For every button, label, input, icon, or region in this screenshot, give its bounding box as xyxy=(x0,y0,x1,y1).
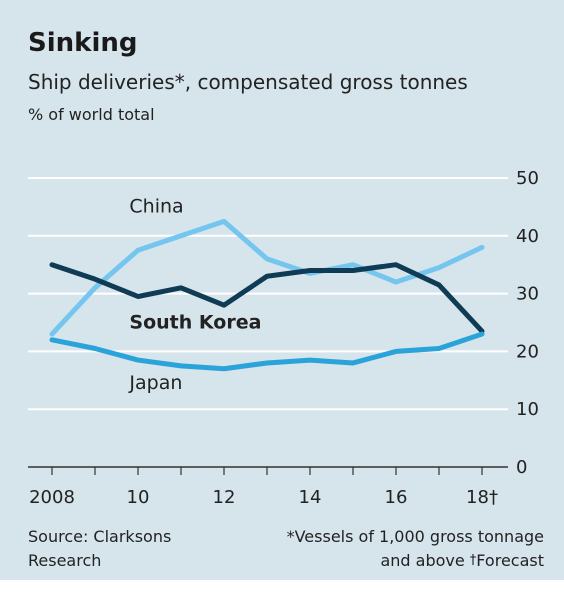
chart-panel: Sinking Ship deliveries*, compensated gr… xyxy=(0,0,564,580)
series-label-china: China xyxy=(129,196,183,218)
forecast-word: Forecast xyxy=(476,551,544,570)
x-tick-label-2008: 2008 xyxy=(29,487,75,508)
y-tick-label-50: 50 xyxy=(516,168,539,189)
footnote-line-1: *Vessels of 1,000 gross tonnage xyxy=(286,527,544,546)
series-line-japan xyxy=(49,331,485,372)
x-tick-label-2018: 18† xyxy=(466,487,498,508)
y-tick-label-30: 30 xyxy=(516,284,539,305)
line-chart: 0 10 20 30 40 50 2008 10 12 14 16 18† China South Kor… xyxy=(28,168,539,508)
forecast-mark: † xyxy=(469,553,477,568)
chart-title: Sinking xyxy=(28,28,138,58)
y-tick-label-40: 40 xyxy=(516,226,539,247)
chart-subtitle: Ship deliveries*, compensated gross tonn… xyxy=(28,70,468,94)
source-note: Source: Clarksons Research xyxy=(28,525,228,573)
footnote-line-2: and above †Forecast xyxy=(244,549,544,573)
series-label-japan: Japan xyxy=(128,372,182,394)
x-tick-label-2010: 10 xyxy=(127,487,150,508)
y-tick-label-10: 10 xyxy=(516,399,539,420)
footnote: *Vessels of 1,000 gross tonnage and abov… xyxy=(244,525,544,573)
source-line-2: Research xyxy=(28,551,102,570)
footnote-line-2-text: and above xyxy=(380,551,465,570)
y-tick-label-20: 20 xyxy=(516,341,539,362)
series-line-china xyxy=(49,218,485,337)
x-tick-label-2012: 12 xyxy=(213,487,236,508)
series-line-south-korea xyxy=(49,262,485,334)
source-line-1: Source: Clarksons xyxy=(28,527,172,546)
unit-label: % of world total xyxy=(28,105,155,124)
x-tick-label-2016: 16 xyxy=(385,487,408,508)
x-tick-label-2014: 14 xyxy=(299,487,322,508)
y-tick-label-0: 0 xyxy=(516,457,527,478)
series-label-south-korea: South Korea xyxy=(129,311,261,333)
